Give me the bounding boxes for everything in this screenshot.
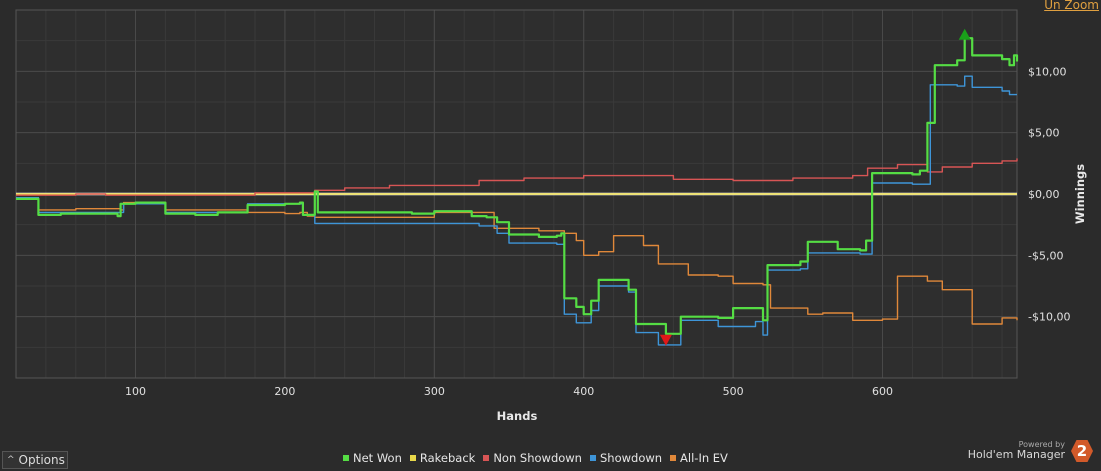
legend-label: Non Showdown	[493, 451, 582, 465]
max-marker-icon	[958, 28, 971, 40]
series-line-allin-ev[interactable]	[16, 197, 1018, 325]
legend-swatch	[343, 455, 349, 461]
x-tick-label: 300	[424, 385, 445, 398]
brand-badge: 2	[1071, 440, 1093, 462]
unzoom-link[interactable]: Un Zoom	[1044, 0, 1099, 12]
brand-name: Hold'em Manager	[967, 448, 1065, 462]
y-axis-ticks: $10,00 $5,00 $0,00 -$5,00 -$10,00	[1028, 65, 1070, 323]
x-tick-label: 200	[274, 385, 295, 398]
legend-item-showdown[interactable]: Showdown	[589, 451, 663, 465]
legend-swatch	[589, 455, 596, 461]
legend-label: All-In EV	[680, 451, 728, 465]
y-tick-label: $5,00	[1028, 127, 1060, 140]
x-axis-label: Hands	[497, 409, 538, 423]
x-tick-label: 400	[573, 385, 594, 398]
legend-label: Showdown	[599, 451, 663, 465]
min-marker-icon	[659, 334, 672, 346]
chevron-up-icon: ^	[7, 455, 15, 465]
y-tick-label: -$5,00	[1028, 249, 1063, 262]
legend-label: Net Won	[353, 451, 402, 465]
x-tick-label: 500	[723, 385, 744, 398]
legend-swatch	[483, 455, 490, 461]
x-axis-ticks: 100 200 300 400 500 600	[125, 385, 893, 398]
options-label: Options	[18, 453, 65, 467]
legend-item-allin-ev[interactable]: All-In EV	[670, 451, 728, 465]
options-button[interactable]: ^ Options	[2, 451, 68, 469]
legend-item-net-won[interactable]: Net Won	[343, 451, 402, 465]
legend-item-rakeback[interactable]: Rakeback	[409, 451, 476, 465]
y-tick-label: -$10,00	[1028, 311, 1070, 324]
series-line-non-showdown[interactable]	[16, 158, 1018, 196]
legend-swatch	[409, 455, 416, 461]
x-tick-label: 100	[125, 385, 146, 398]
legend-item-non-showdown[interactable]: Non Showdown	[483, 451, 582, 465]
series-line-net-won[interactable]	[16, 37, 1019, 335]
markers	[659, 28, 971, 346]
brand-powered: Powered by	[1018, 439, 1065, 449]
legend-label: Rakeback	[419, 451, 476, 465]
legend-swatch	[670, 455, 677, 461]
y-axis-label: Winnings	[1073, 164, 1087, 224]
legend: Net Won Rakeback Non Showdown Showdown All-I…	[343, 451, 728, 465]
y-tick-label: $10,00	[1028, 65, 1067, 78]
brand-logo: Powered by Hold'em Manager 2	[968, 440, 1093, 462]
series-lines	[16, 37, 1019, 346]
x-tick-label: 600	[872, 385, 893, 398]
y-tick-label: $0,00	[1028, 188, 1060, 201]
